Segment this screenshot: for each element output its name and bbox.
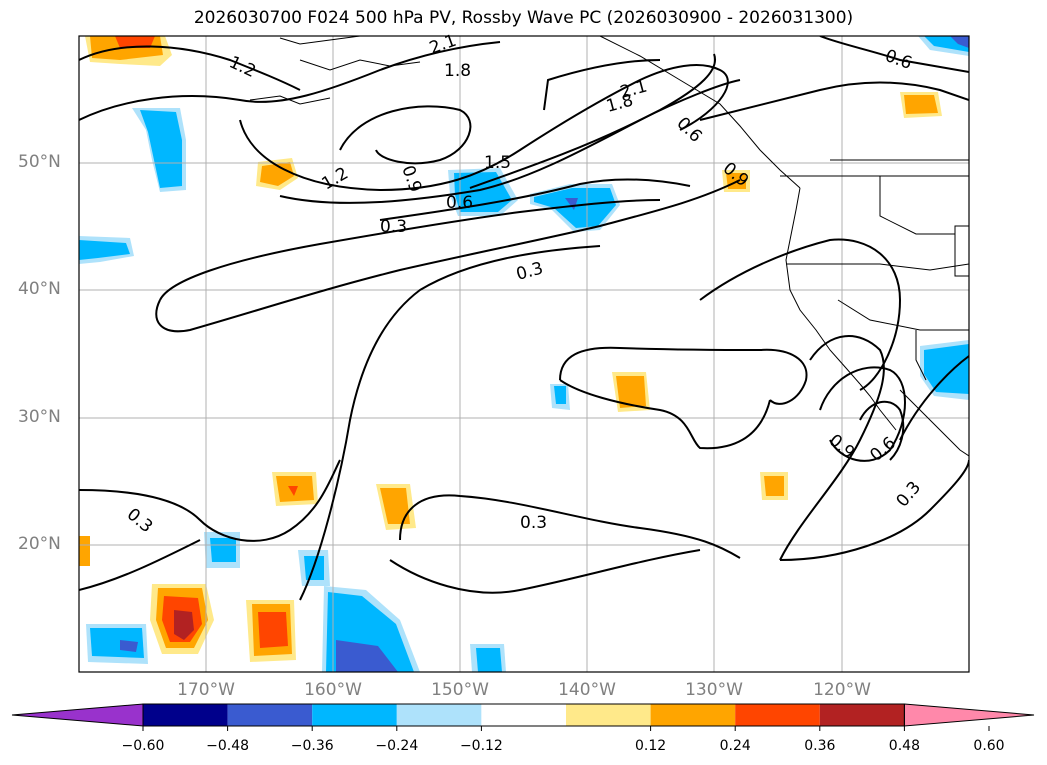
colorbar-segment xyxy=(396,704,482,726)
lat-label-20n: 20°N xyxy=(18,534,61,554)
contour-label: 0.3 xyxy=(123,505,157,538)
lon-label-170w: 170°W xyxy=(177,680,235,700)
colorbar-segment xyxy=(566,704,651,726)
map-frame xyxy=(78,35,970,673)
colorbar-segment xyxy=(143,704,228,726)
lon-label-120w: 120°W xyxy=(813,680,871,700)
colorbar-outline xyxy=(142,703,905,727)
lon-label-150w: 150°W xyxy=(431,680,489,700)
contour-label: 0.3 xyxy=(520,513,547,533)
colorbar-tick-label: −0.12 xyxy=(459,738,503,754)
lat-label-40n: 40°N xyxy=(18,279,61,299)
colorbar-extend-max xyxy=(903,703,1035,727)
map-canvas: 2.1 1.2 1.8 2.1 1.8 1.5 1.2 0.9 0.6 0.3 … xyxy=(78,31,970,673)
contour-labels: 2.1 1.2 1.8 2.1 1.8 1.5 1.2 0.9 0.6 0.3 … xyxy=(123,31,925,538)
colorbar-tick-label: −0.24 xyxy=(375,738,419,754)
colorbar-segment xyxy=(312,704,397,726)
colorbar-tick-label: −0.60 xyxy=(121,738,165,754)
contour-label: 1.8 xyxy=(604,91,635,117)
contour-label: 0.6 xyxy=(882,46,914,74)
colorbar-extend-min xyxy=(11,703,144,727)
colorbar-segment xyxy=(735,704,820,726)
colorbar-tick-label: 0.12 xyxy=(635,738,667,754)
colorbar-tick-label: −0.48 xyxy=(206,738,250,754)
coastlines xyxy=(249,36,969,457)
colorbar-segment xyxy=(650,704,736,726)
contour-label: 0.3 xyxy=(514,259,545,285)
contour-label: 1.2 xyxy=(319,163,352,194)
lon-label-140w: 140°W xyxy=(558,680,616,700)
colorbar-tick-label: 0.48 xyxy=(888,738,920,754)
colorbar-tick-label: 0.36 xyxy=(804,738,836,754)
colorbar-segment xyxy=(227,704,313,726)
colorbar-tick-label: 0.24 xyxy=(719,738,751,754)
contour-label: 0.6 xyxy=(446,193,473,213)
pc-shading xyxy=(79,36,969,672)
colorbar-tick-label: 0.60 xyxy=(973,738,1005,754)
contour-label: 1.8 xyxy=(444,61,471,81)
contour-label: 1.2 xyxy=(226,52,259,82)
map-title: 2026030700 F024 500 hPa PV, Rossby Wave … xyxy=(193,8,854,28)
contour-label: 1.5 xyxy=(484,153,511,173)
colorbar-segments xyxy=(11,703,1035,731)
colorbar-segment xyxy=(481,704,566,726)
contour-label: 0.3 xyxy=(380,217,407,237)
pv-contours xyxy=(79,36,969,601)
lat-label-50n: 50°N xyxy=(18,152,61,172)
colorbar-segment xyxy=(819,704,905,726)
colorbar-tick-label: −0.36 xyxy=(290,738,334,754)
lon-label-160w: 160°W xyxy=(304,680,362,700)
lon-label-130w: 130°W xyxy=(685,680,743,700)
contour-label: 0.3 xyxy=(893,478,926,512)
gridlines xyxy=(79,36,969,672)
contour-label: 2.1 xyxy=(427,31,459,59)
lat-label-30n: 30°N xyxy=(18,407,61,427)
